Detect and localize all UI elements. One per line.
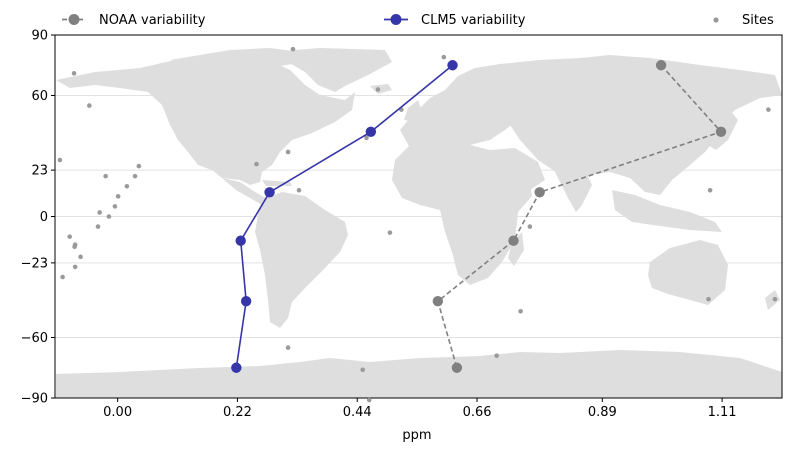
x-tick-label-4: 0.89 bbox=[588, 405, 617, 420]
point-sites-10 bbox=[254, 161, 259, 167]
asia-land bbox=[500, 55, 782, 195]
point-sites-8 bbox=[57, 157, 63, 163]
point-sites-29 bbox=[707, 187, 713, 193]
africa-land bbox=[392, 142, 532, 285]
point-sites-28 bbox=[527, 224, 533, 229]
british-isles-land bbox=[404, 100, 422, 122]
point-sites-13 bbox=[132, 173, 138, 179]
x-tick-label-2: 0.44 bbox=[343, 405, 372, 420]
point-sites-18 bbox=[97, 210, 102, 215]
point-clm5-3 bbox=[235, 235, 246, 246]
point-sites-14 bbox=[124, 183, 130, 189]
point-sites-23 bbox=[78, 254, 83, 260]
new-zealand-land bbox=[765, 290, 780, 310]
legend-item-clm5[interactable]: CLM5 variability bbox=[384, 13, 526, 28]
axis-ticks: −90 −60 −23 0 23 60 90 0.00 0.22 0.44 0.66 0.89 1.11 bbox=[21, 29, 737, 421]
series-sites bbox=[57, 46, 778, 403]
point-sites-17 bbox=[296, 187, 302, 193]
series-clm5 bbox=[231, 60, 458, 373]
point-sites-32 bbox=[772, 296, 778, 302]
point-noaa-4 bbox=[432, 296, 444, 307]
point-sites-20 bbox=[95, 224, 101, 229]
legend-label-sites: Sites bbox=[742, 13, 774, 28]
point-sites-22 bbox=[72, 244, 77, 250]
series-line-noaa bbox=[436, 64, 723, 368]
x-tick-label-0: 0.00 bbox=[103, 405, 132, 420]
point-sites-31 bbox=[706, 296, 711, 302]
y-tick-label-0: −90 bbox=[21, 392, 48, 407]
point-sites-19 bbox=[106, 214, 112, 219]
point-sites-37 bbox=[494, 353, 499, 358]
point-sites-11 bbox=[136, 163, 142, 169]
greenland-land bbox=[270, 48, 392, 92]
point-sites-34 bbox=[285, 345, 291, 350]
point-clm5-2 bbox=[264, 187, 275, 198]
legend-label-noaa: NOAA variability bbox=[99, 13, 206, 28]
point-sites-4 bbox=[375, 87, 381, 92]
legend-item-sites[interactable]: Sites bbox=[713, 13, 774, 28]
point-noaa-1 bbox=[715, 126, 727, 137]
point-sites-24 bbox=[67, 234, 73, 239]
y-tick-label-2: −23 bbox=[21, 256, 48, 271]
point-sites-27 bbox=[387, 230, 393, 235]
x-tick-label-5: 1.11 bbox=[708, 405, 737, 420]
point-clm5-1 bbox=[365, 126, 377, 137]
point-sites-0 bbox=[290, 46, 296, 52]
x-tick-label-3: 0.66 bbox=[463, 405, 492, 420]
iceland-land bbox=[370, 84, 392, 94]
point-sites-9 bbox=[285, 149, 291, 155]
legend: NOAA variability CLM5 variability Sites bbox=[62, 13, 774, 28]
point-clm5-0 bbox=[447, 60, 458, 71]
point-sites-30 bbox=[518, 308, 523, 314]
point-sites-35 bbox=[360, 367, 365, 373]
point-sites-3 bbox=[441, 54, 447, 60]
legend-label-clm5: CLM5 variability bbox=[421, 13, 526, 28]
y-tick-label-4: 23 bbox=[31, 164, 48, 179]
arabia-land bbox=[490, 148, 545, 190]
y-tick-label-1: −60 bbox=[21, 331, 48, 346]
north-america-land bbox=[56, 52, 355, 185]
australia-land bbox=[648, 240, 728, 305]
india-land bbox=[555, 170, 592, 212]
x-axis-label: ppm bbox=[402, 428, 431, 443]
point-noaa-5 bbox=[451, 362, 463, 373]
point-noaa-0 bbox=[655, 60, 667, 71]
y-tick-label-5: 60 bbox=[31, 89, 48, 104]
series-line-clm5 bbox=[235, 64, 454, 368]
legend-item-noaa[interactable]: NOAA variability bbox=[62, 13, 206, 28]
series-layer bbox=[57, 46, 778, 403]
x-tick-label-1: 0.22 bbox=[223, 405, 252, 420]
point-sites-16 bbox=[112, 204, 118, 209]
point-noaa-2 bbox=[534, 187, 545, 198]
point-sites-15 bbox=[115, 194, 121, 199]
point-noaa-3 bbox=[508, 235, 519, 246]
southeast-asia-land bbox=[612, 190, 722, 232]
point-clm5-4 bbox=[240, 296, 252, 307]
world-map-background bbox=[56, 48, 782, 398]
point-clm5-5 bbox=[231, 362, 242, 373]
antarctica-land bbox=[56, 350, 782, 398]
point-sites-26 bbox=[60, 274, 65, 280]
central-america-land bbox=[222, 178, 270, 205]
series-noaa bbox=[432, 60, 727, 373]
south-america-land bbox=[255, 192, 348, 328]
point-sites-7 bbox=[766, 107, 771, 112]
point-sites-36 bbox=[366, 397, 372, 403]
y-tick-label-3: 0 bbox=[40, 210, 48, 225]
point-sites-2 bbox=[87, 103, 92, 108]
y-tick-label-6: 90 bbox=[31, 29, 48, 44]
point-sites-25 bbox=[72, 264, 78, 270]
europe-land bbox=[400, 64, 535, 150]
point-sites-12 bbox=[103, 173, 108, 179]
point-sites-6 bbox=[364, 135, 369, 141]
caribbean-islands-land bbox=[262, 180, 292, 186]
madagascar-land bbox=[508, 232, 524, 266]
point-sites-1 bbox=[71, 71, 77, 76]
